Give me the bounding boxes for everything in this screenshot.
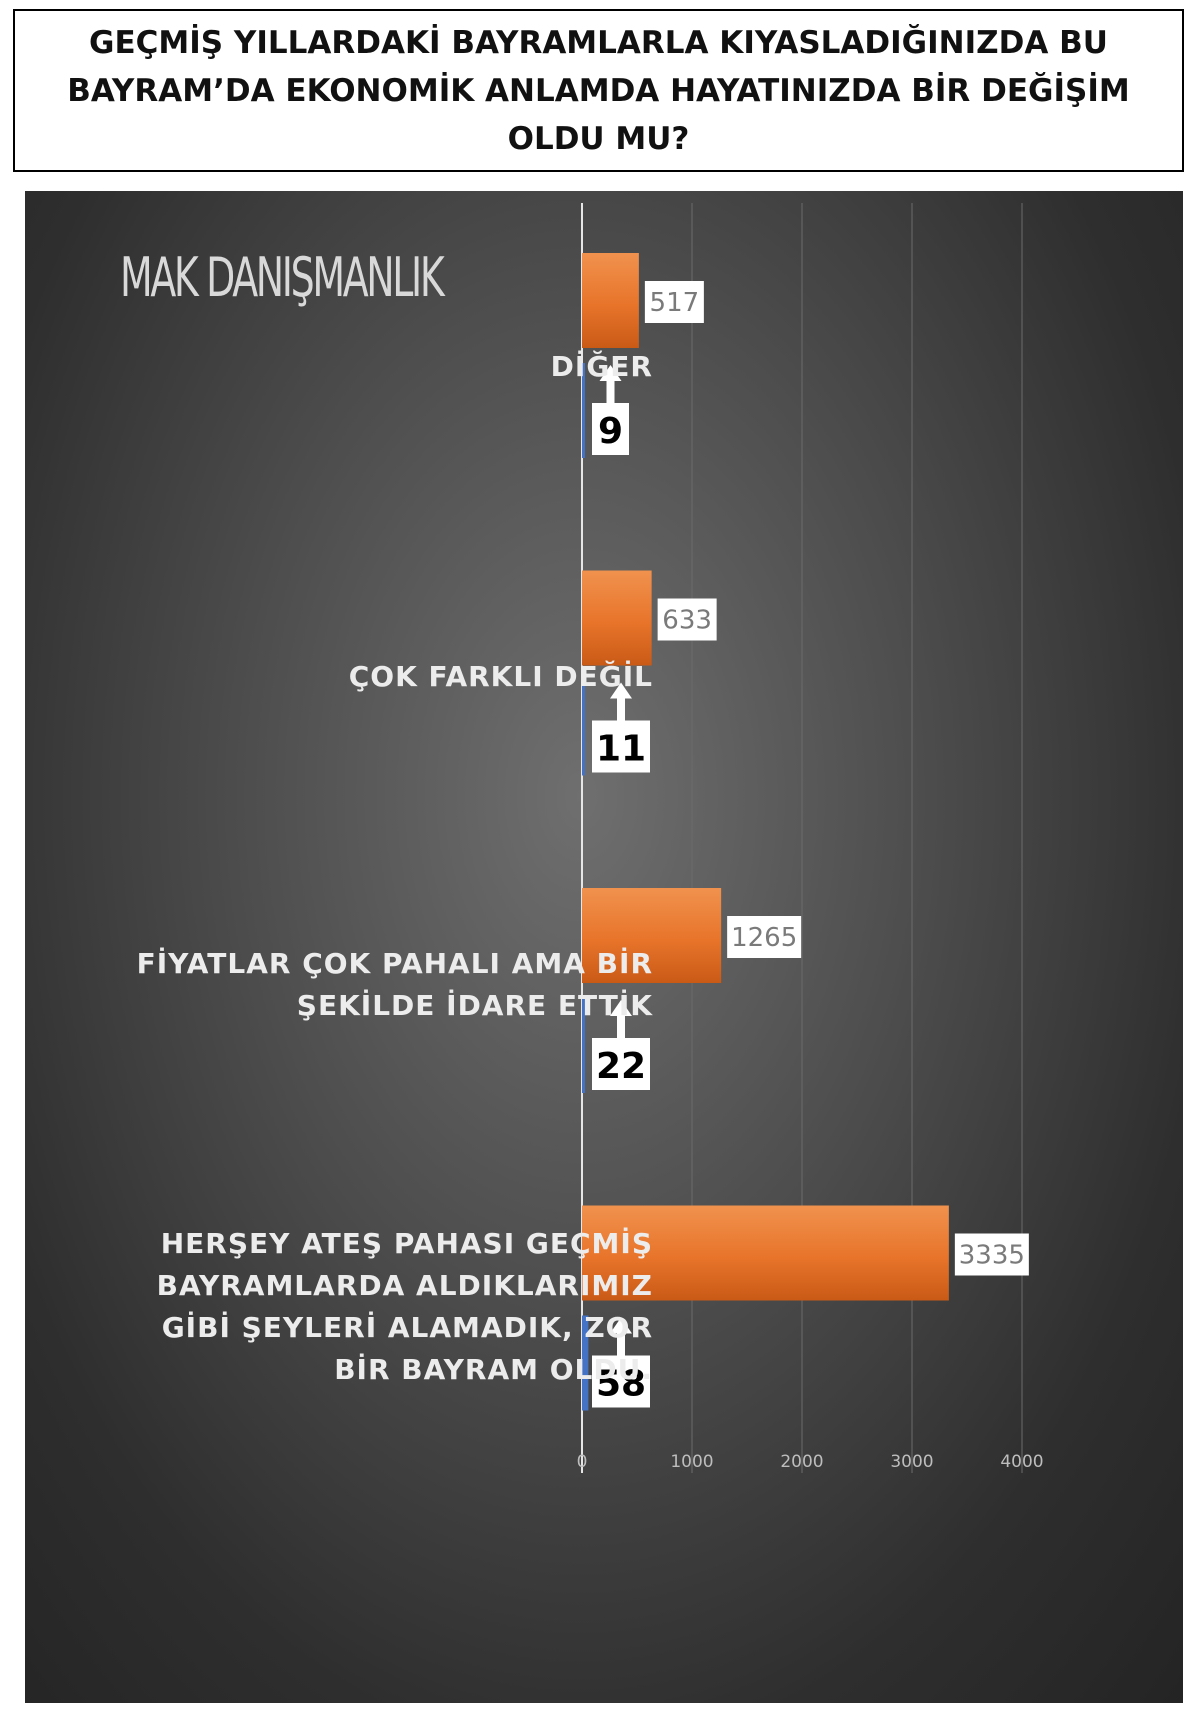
bar-primary xyxy=(582,888,722,983)
category-label-line: GİBİ ŞEYLERİ ALAMADIK, ZOR xyxy=(161,1311,653,1344)
bar-secondary xyxy=(582,680,585,776)
value-label-box xyxy=(592,403,629,455)
value-label-primary: 3335 xyxy=(959,1241,1025,1271)
value-label-box xyxy=(644,281,704,323)
bar-secondary xyxy=(582,998,585,1093)
up-arrow-icon xyxy=(610,1000,632,1038)
category-label: FİYATLAR ÇOK PAHALI AMA BİR ŞEKİLDE İDARE… xyxy=(93,943,653,1027)
x-tick-label: 3000 xyxy=(890,1452,933,1472)
category-label-line: BİR BAYRAM OLDU. xyxy=(334,1353,653,1386)
chart-panel: 517 9 633 11 1265 22 3335 58 0 1000 2000 3000 4000 … xyxy=(25,191,1183,1703)
value-label-primary: 1265 xyxy=(731,923,797,953)
chart-title: GEÇMİŞ YILLARDAKİ BAYRAMLARLA KIYASLADIĞ… xyxy=(67,24,1130,157)
category-label: HERŞEY ATEŞ PAHASI GEÇMİŞ BAYRAMLARDA ALD… xyxy=(93,1223,653,1391)
x-tick-label: 4000 xyxy=(1000,1452,1043,1472)
value-label-secondary: 58 xyxy=(596,1364,646,1405)
value-label-secondary: 22 xyxy=(596,1046,646,1087)
value-label-secondary: 11 xyxy=(596,729,646,770)
title-box: GEÇMİŞ YILLARDAKİ BAYRAMLARLA KIYASLADIĞ… xyxy=(13,9,1184,172)
category-label-line: DİĞER xyxy=(550,350,653,383)
category-label: ÇOK FARKLI DEĞİL xyxy=(93,656,653,698)
up-arrow-icon xyxy=(610,1317,632,1356)
watermark-logo: MAK DANIŞMANLIK xyxy=(120,246,445,309)
x-tick-label: 1000 xyxy=(670,1452,713,1472)
value-label-primary: 633 xyxy=(662,606,712,636)
bar-secondary xyxy=(582,363,585,458)
value-label-box xyxy=(954,1233,1029,1276)
bar-primary xyxy=(582,1205,949,1301)
value-label-secondary: 9 xyxy=(598,411,623,452)
value-label-box xyxy=(592,720,650,773)
category-label-line: HERŞEY ATEŞ PAHASI GEÇMİŞ xyxy=(160,1227,653,1260)
bar-primary xyxy=(582,253,639,348)
category-label-line: ÇOK FARKLI DEĞİL xyxy=(348,660,653,693)
x-tick-label: 0 xyxy=(577,1452,588,1472)
value-label-box xyxy=(727,916,802,958)
category-label-line: ŞEKİLDE İDARE ETTİK xyxy=(296,989,653,1022)
bar-chart: 517 9 633 11 1265 22 3335 58 0 1000 2000 3000 4000 xyxy=(577,203,1044,1473)
bar-secondary xyxy=(582,1315,589,1411)
value-label-primary: 517 xyxy=(650,288,700,318)
up-arrow-icon xyxy=(610,682,632,721)
up-arrow-icon xyxy=(599,365,622,403)
value-label-box xyxy=(657,598,717,641)
bar-primary xyxy=(582,570,652,666)
value-label-box xyxy=(592,1355,650,1408)
x-tick-label: 2000 xyxy=(780,1452,823,1472)
value-label-box xyxy=(592,1038,650,1090)
category-label: DİĞER xyxy=(93,346,653,388)
category-label-line: BAYRAMLARDA ALDIKLARIMIZ xyxy=(156,1269,653,1302)
category-label-line: FİYATLAR ÇOK PAHALI AMA BİR xyxy=(136,947,653,980)
